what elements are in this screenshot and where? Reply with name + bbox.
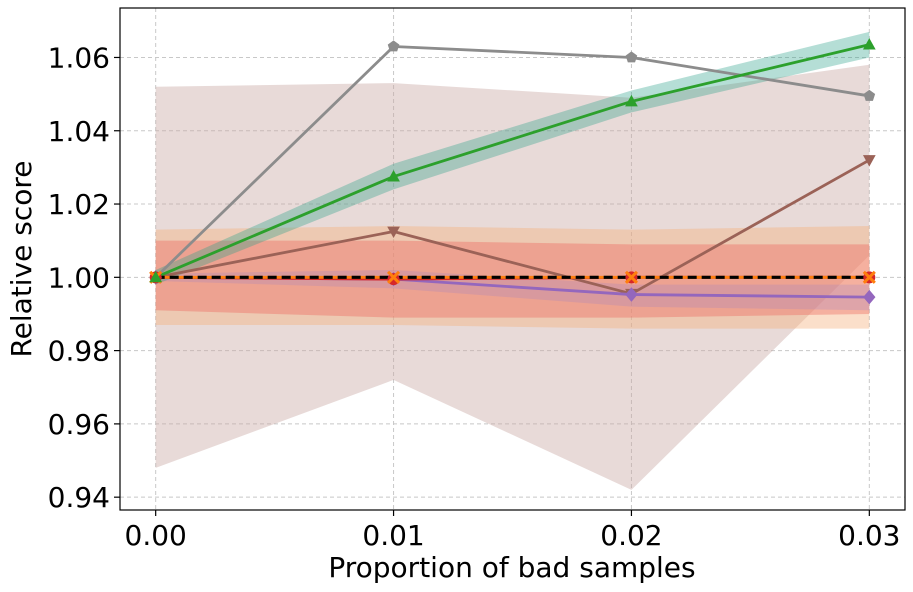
purple-point (625, 287, 638, 302)
green-point (387, 170, 400, 182)
x-tick-label: 0.02 (600, 519, 662, 552)
gray-point (625, 51, 638, 63)
confidence-bands (155, 31, 870, 490)
y-tick-label: 0.98 (48, 335, 110, 368)
gray-point (863, 89, 876, 101)
x-tick-label: 0.00 (125, 519, 187, 552)
brown-point (862, 155, 876, 167)
series-lines (154, 43, 871, 299)
axis-ticks: 0.00 0.01 0.02 0.03 0.94 0.96 0.98 1.00 1.02 1.04… (48, 41, 901, 552)
x-axis-label: Proportion of bad samples (328, 551, 695, 584)
gray-point (387, 40, 400, 52)
orange-point (624, 270, 639, 284)
y-tick-label: 1.02 (48, 188, 110, 221)
orange-point-stroke-b (862, 270, 876, 284)
y-tick-label: 1.06 (48, 41, 110, 74)
green-point (862, 38, 876, 50)
orange-point-stroke-b (386, 270, 401, 284)
y-tick-label: 0.96 (48, 408, 110, 441)
y-tick-label: 1.04 (48, 115, 110, 148)
green-point (149, 270, 163, 283)
orange-point (386, 270, 401, 284)
purple-point (863, 289, 876, 305)
gray-series-line (154, 45, 870, 279)
x-tick-label: 0.03 (838, 519, 900, 552)
orange-point (862, 270, 876, 284)
y-axis-label: Relative score (5, 160, 38, 357)
brown-series-line (155, 158, 871, 296)
green-series-line (155, 43, 870, 279)
orange-point-stroke-b (624, 270, 639, 284)
x-tick-label: 0.01 (362, 519, 424, 552)
green-band (155, 31, 870, 285)
series-markers (149, 38, 876, 305)
plot-frame (119, 7, 906, 511)
y-tick-label: 1.00 (48, 261, 110, 294)
y-tick-label: 0.94 (48, 481, 110, 514)
green-point (625, 94, 638, 107)
brown-point (387, 226, 400, 239)
